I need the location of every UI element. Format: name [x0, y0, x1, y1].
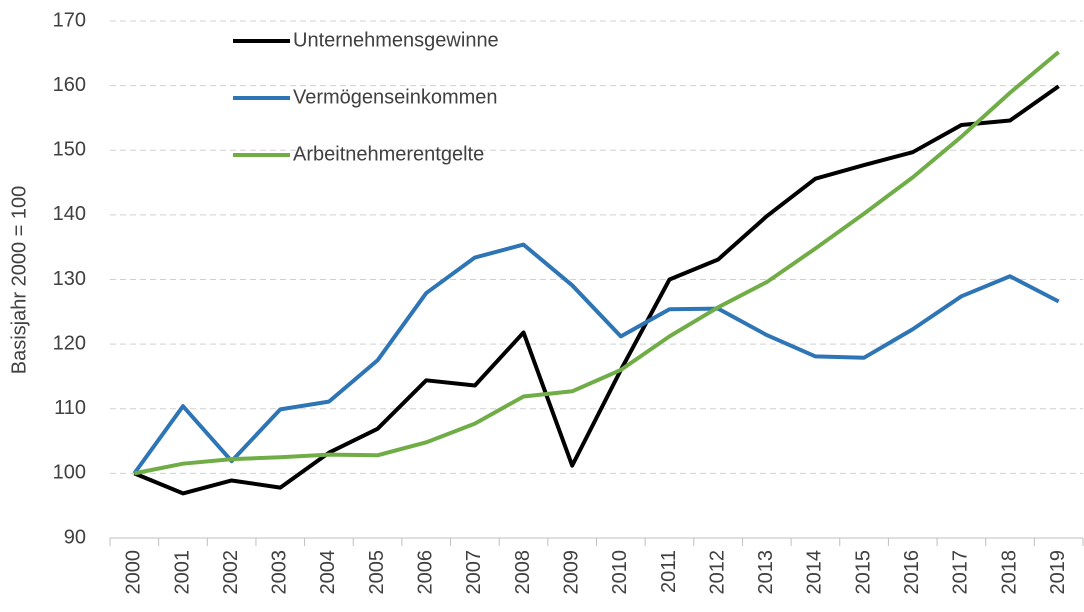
x-tick-label: 2000 [123, 550, 145, 595]
x-tick-label: 2009 [560, 550, 582, 595]
y-tick-label: 90 [64, 526, 86, 548]
y-tick-label: 160 [53, 74, 86, 96]
x-tick-label: 2008 [512, 550, 534, 595]
legend-label: Unternehmensgewinne [293, 29, 499, 51]
x-tick-label: 2006 [415, 550, 437, 595]
x-tick-label: 2015 [852, 550, 874, 595]
x-tick-label: 2001 [171, 550, 193, 595]
y-tick-label: 150 [53, 139, 86, 161]
x-tick-label: 2005 [366, 550, 388, 595]
y-tick-label: 100 [53, 462, 86, 484]
y-axis-label: Basisjahr 2000 = 100 [8, 186, 30, 374]
series-line [133, 50, 1060, 476]
x-tick-label: 2002 [220, 550, 242, 595]
x-tick-label: 2007 [463, 550, 485, 595]
legend-label: Vermögenseinkommen [293, 86, 498, 108]
x-tick-label: 2014 [804, 550, 826, 595]
x-tick-label: 2013 [755, 550, 777, 595]
x-tick-label: 2004 [317, 550, 339, 595]
y-tick-label: 110 [54, 397, 86, 419]
x-tick-label: 2012 [706, 550, 728, 595]
x-tick-label: 2010 [609, 550, 631, 595]
x-tick-label: 2018 [998, 550, 1020, 595]
x-tick-label: 2016 [901, 550, 923, 595]
y-tick-label: 120 [53, 332, 86, 354]
y-tick-label: 170 [53, 9, 86, 31]
y-tick-label: 140 [53, 203, 86, 225]
y-tick-label: 130 [53, 268, 86, 290]
series-line [133, 84, 1060, 496]
x-tick-label: 2011 [658, 550, 680, 593]
x-tick-label: 2019 [1047, 550, 1069, 595]
x-tick-label: 2003 [269, 550, 291, 595]
legend-label: Arbeitnehmerentgelte [293, 143, 484, 165]
x-tick-label: 2017 [950, 550, 972, 595]
series-line [132, 242, 1060, 475]
